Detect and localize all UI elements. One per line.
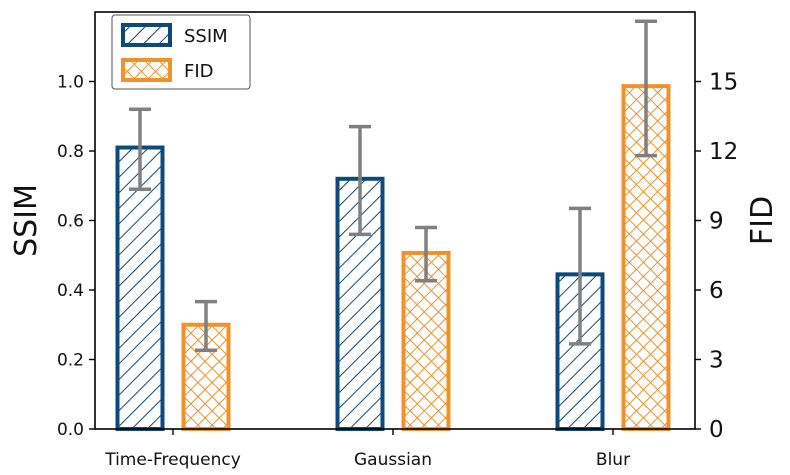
left-tick-label: 0.2 [57,351,84,371]
x-tick-label: Time-Frequency [104,450,241,470]
bar-fid-time-frequency [181,322,231,431]
left-tick-label: 1.0 [57,73,84,93]
error-bar-ssim-gaussian [349,124,371,237]
legend-label-ssim: SSIM [184,26,228,47]
left-axis-title: SSIM [9,184,44,257]
left-tick-label: 0.0 [57,420,84,440]
right-tick-label: 3 [709,348,724,374]
left-tick-label: 0.4 [57,281,84,301]
legend-swatch-ssim [121,23,172,47]
legend: SSIM FID [111,14,251,90]
left-tick-label: 0.8 [57,142,84,162]
axes-layer: 0.0 0.2 0.4 0.6 0.8 1.0 0 3 6 9 12 15 Time-Frequency… [9,11,780,470]
error-bar-fid-time-frequency [195,299,217,352]
error-bar-fid-blur [635,19,657,158]
error-bar-fid-gaussian [415,225,437,283]
error-bars-layer [129,19,657,352]
right-tick-label: 9 [709,209,724,235]
left-tick-label: 0.6 [57,212,84,232]
right-tick-label: 0 [709,417,724,443]
legend-label-fid: FID [184,61,214,82]
error-bar-ssim-blur [569,206,591,346]
right-tick-label: 15 [709,70,738,96]
x-tick-label: Gaussian [354,450,432,470]
x-tick-label: Blur [596,450,630,470]
right-tick-label: 6 [709,278,724,304]
legend-swatch-fid [121,58,172,82]
bars-layer [115,84,671,431]
error-bar-ssim-time-frequency [129,107,151,191]
right-tick-label: 12 [709,139,738,165]
right-axis-title: FID [745,196,780,245]
